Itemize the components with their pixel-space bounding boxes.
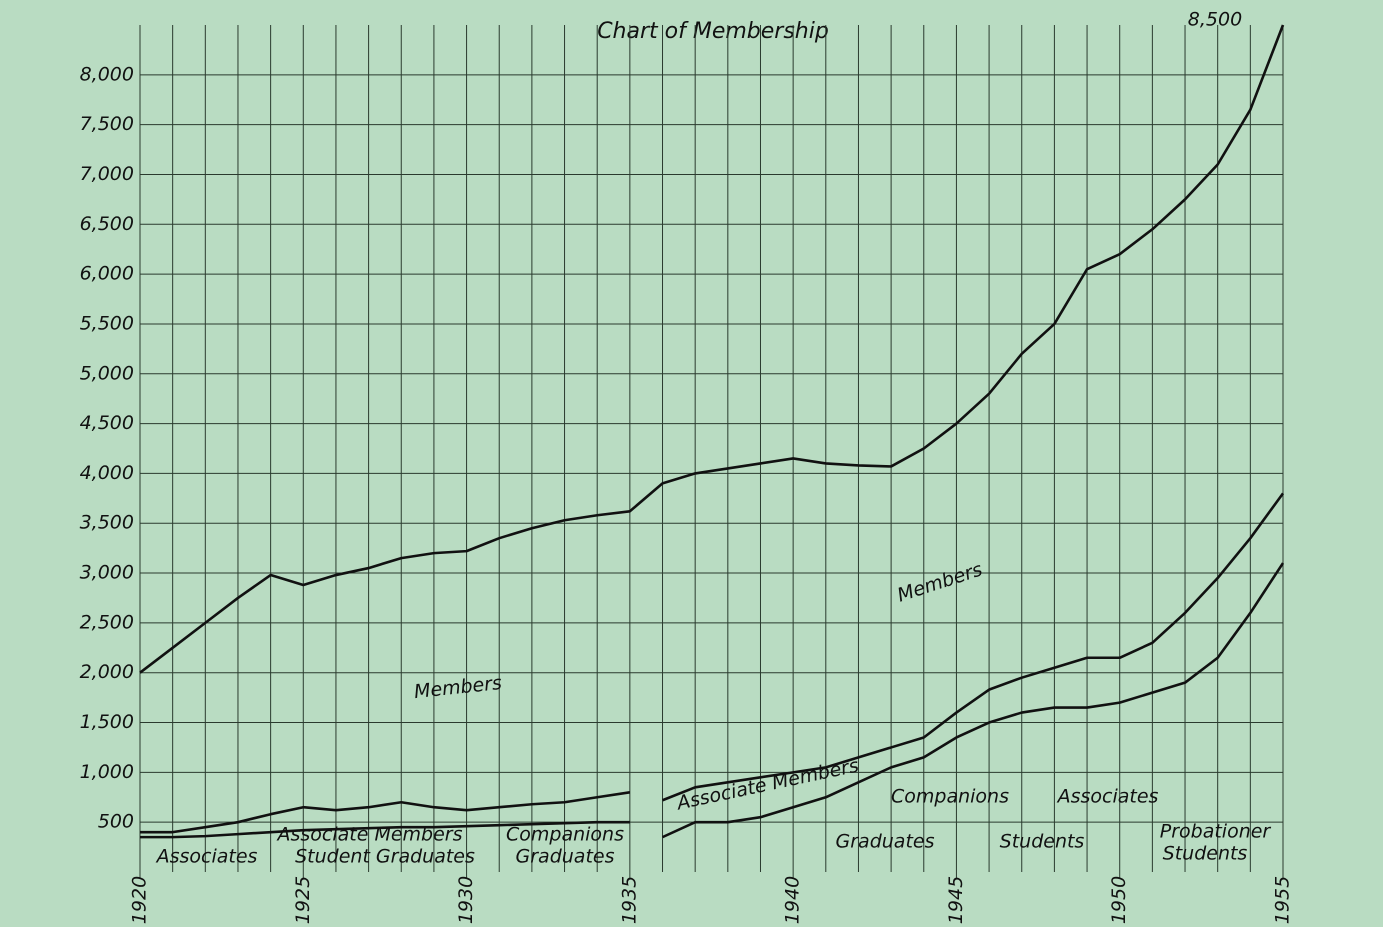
annotation: Student Graduates — [295, 846, 475, 868]
annotation: Associates — [1056, 786, 1159, 808]
x-tick-label: 1950 — [1108, 876, 1130, 924]
x-tick-label: 1925 — [292, 876, 314, 924]
series-line — [140, 790, 631, 834]
series-line — [662, 492, 1285, 802]
y-tick-label: 6,500 — [80, 213, 134, 235]
y-tick-label: 8,000 — [80, 63, 134, 85]
annotation: Companions — [506, 824, 624, 846]
annotation: Probationer — [1160, 821, 1272, 843]
y-tick-label: 4,000 — [80, 462, 134, 484]
annotation: Associates — [155, 846, 258, 868]
y-tick-label: 3,000 — [80, 562, 134, 584]
chart-title: Chart of Membership — [597, 19, 829, 44]
annotation: Students — [1000, 831, 1085, 853]
y-tick-label: 7,500 — [80, 113, 134, 135]
annotation: Members — [413, 672, 503, 703]
y-tick-label: 6,000 — [80, 263, 134, 285]
annotation: Associate Members — [275, 824, 462, 846]
x-tick-label: 1955 — [1272, 876, 1294, 924]
annotation: 8,500 — [1188, 9, 1242, 31]
x-tick-label: 1920 — [129, 876, 151, 924]
y-tick-label: 7,000 — [80, 163, 134, 185]
y-tick-label: 500 — [98, 811, 134, 833]
annotation: Graduates — [516, 846, 615, 868]
y-tick-label: 3,500 — [80, 512, 134, 534]
y-tick-label: 5,000 — [80, 362, 134, 384]
y-tick-label: 2,000 — [80, 661, 134, 683]
series-line — [139, 24, 1285, 674]
annotation: Students — [1163, 843, 1248, 865]
annotation: Companions — [891, 786, 1009, 808]
x-tick-label: 1940 — [782, 876, 804, 924]
x-tick-label: 1930 — [455, 876, 477, 924]
y-tick-label: 4,500 — [80, 412, 134, 434]
y-tick-label: 5,500 — [80, 312, 134, 334]
x-tick-label: 1935 — [618, 876, 640, 924]
y-tick-label: 1,000 — [80, 761, 134, 783]
x-tick-label: 1945 — [945, 876, 967, 924]
annotation: Graduates — [836, 831, 935, 853]
y-tick-label: 1,500 — [80, 711, 134, 733]
series-line — [140, 820, 630, 839]
series-line — [661, 562, 1285, 839]
y-tick-label: 2,500 — [80, 611, 134, 633]
annotation: Members — [895, 558, 986, 606]
annotation: Associate Members — [673, 754, 861, 814]
